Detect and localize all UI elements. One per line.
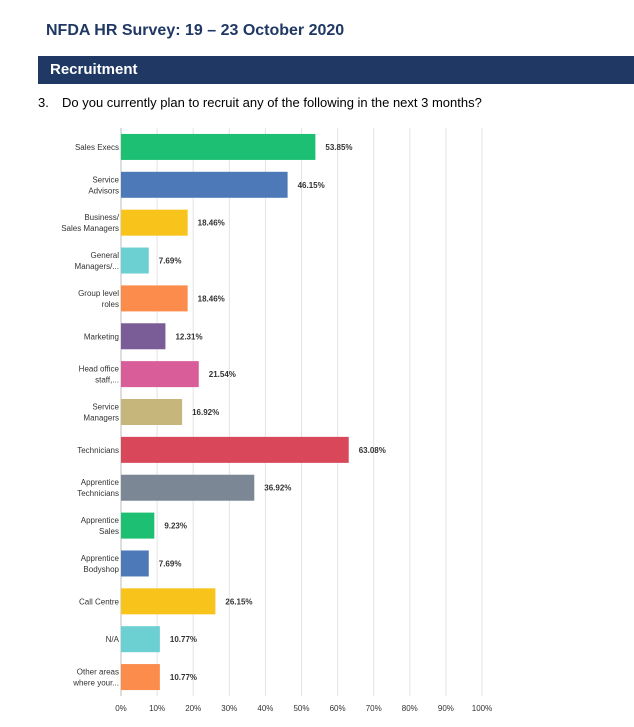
bar (121, 323, 166, 350)
data-label: 36.92% (264, 484, 291, 493)
x-tick-label: 10% (149, 704, 165, 713)
bar (121, 247, 149, 274)
question-line: 3. Do you currently plan to recruit any o… (38, 95, 482, 110)
category-label: Head office staff,... (79, 365, 120, 385)
x-tick-label: 90% (438, 704, 454, 713)
data-label: 9.23% (164, 522, 187, 531)
bar (121, 133, 316, 160)
data-label: 21.54% (209, 370, 236, 379)
data-label: 10.77% (170, 673, 197, 682)
x-tick-label: 20% (185, 704, 201, 713)
section-header-bar: Recruitment (38, 56, 634, 84)
bar (121, 171, 288, 198)
category-label: Apprentice Technicians (77, 478, 119, 498)
x-tick-label: 30% (221, 704, 237, 713)
question-number: 3. (38, 95, 49, 110)
bar (121, 626, 160, 653)
question-text: Do you currently plan to recruit any of … (62, 95, 482, 110)
category-label: Apprentice Sales (81, 516, 120, 536)
category-label: Call Centre (79, 597, 120, 606)
category-label: Technicians (77, 446, 119, 455)
data-label: 10.77% (170, 635, 197, 644)
bar (121, 399, 183, 425)
document-title: NFDA HR Survey: 19 – 23 October 2020 (46, 22, 345, 39)
data-label: 18.46% (198, 219, 225, 228)
bar (121, 361, 199, 388)
category-label: Service Managers (83, 403, 119, 423)
x-tick-label: 60% (330, 704, 346, 713)
data-label: 12.31% (175, 332, 202, 341)
x-tick-label: 80% (402, 704, 418, 713)
x-tick-label: 70% (366, 704, 382, 713)
x-tick-label: 0% (115, 704, 127, 713)
bar (121, 209, 188, 236)
category-label: N/A (106, 635, 120, 644)
category-label: Service Advisors (88, 175, 119, 195)
data-label: 46.15% (298, 181, 325, 190)
bar (121, 436, 349, 463)
bar (121, 474, 255, 501)
data-label: 53.85% (325, 143, 352, 152)
bar (121, 285, 188, 312)
bar (121, 664, 160, 691)
data-label: 7.69% (159, 559, 182, 568)
category-label: Other areas where your... (72, 668, 119, 688)
data-label: 26.15% (225, 597, 252, 606)
x-tick-label: 100% (472, 704, 492, 713)
x-tick-label: 40% (257, 704, 273, 713)
data-label: 63.08% (359, 446, 386, 455)
category-label: Business/Sales Managers (61, 213, 120, 233)
category-label: General Managers/... (75, 251, 120, 271)
bar (121, 550, 149, 577)
x-tick-label: 50% (293, 704, 309, 713)
data-label: 18.46% (198, 294, 225, 303)
data-label: 7.69% (159, 257, 182, 266)
category-label: Sales Execs (75, 143, 119, 152)
data-label: 16.92% (192, 408, 219, 417)
bar (121, 512, 155, 539)
section-title: Recruitment (50, 61, 138, 78)
bar (121, 588, 216, 615)
category-label: Marketing (84, 332, 119, 341)
category-label: Apprentice Bodyshop (81, 554, 120, 574)
category-label: Group level roles (78, 289, 119, 309)
